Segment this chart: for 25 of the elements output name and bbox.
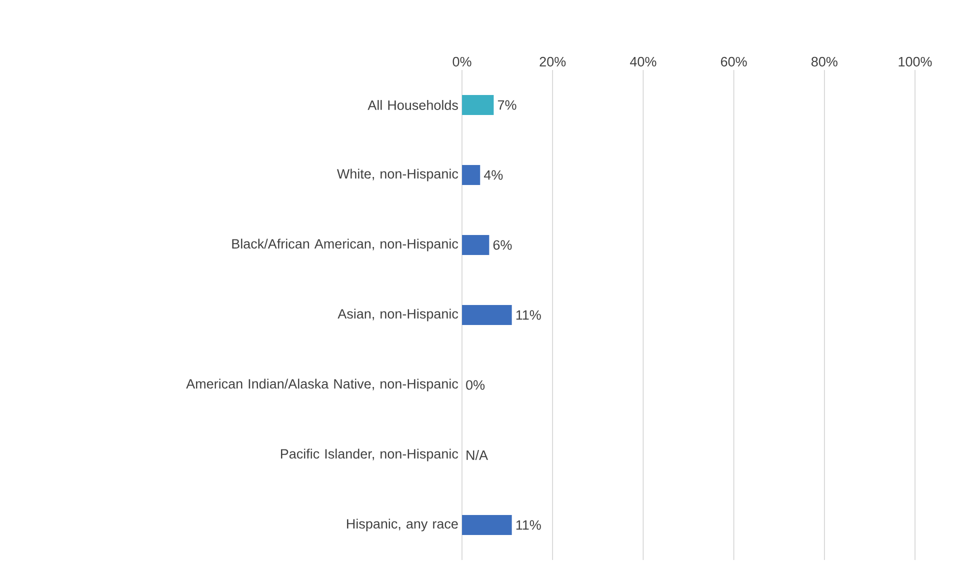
- bar: [462, 165, 480, 186]
- bar: [462, 95, 494, 116]
- data-label: 0%: [466, 380, 485, 390]
- x-tick-label: 40%: [630, 56, 656, 66]
- data-label: 11%: [516, 310, 541, 320]
- x-tick-label: 0%: [452, 56, 472, 66]
- y-tick-label: American Indian/Alaska Native, non-Hispanic: [186, 378, 458, 392]
- y-tick-label: Pacific Islander, non-Hispanic: [280, 448, 458, 462]
- text: N/A: [466, 450, 488, 460]
- bar: [462, 235, 490, 256]
- y-tick-label: All Households: [368, 100, 458, 110]
- y-tick-label: Black/African American, non-Hispanic: [232, 238, 458, 252]
- bar: [462, 515, 512, 536]
- x-tick-label: 60%: [720, 56, 747, 66]
- x-tick-label: 80%: [811, 56, 838, 66]
- y-tick-label: White, non-Hispanic: [336, 168, 458, 182]
- data-label: 6%: [493, 240, 512, 250]
- data-label: 11%: [516, 520, 541, 530]
- y-tick-label: Hispanic, any race: [347, 518, 458, 532]
- x-tick-label: 20%: [540, 56, 566, 66]
- y-tick-label: Asian, non-Hispanic: [338, 308, 458, 322]
- x-tick-label: 100%: [898, 56, 932, 66]
- bar: [462, 305, 512, 326]
- data-label: 7%: [498, 100, 516, 110]
- data-label: 4%: [484, 170, 503, 180]
